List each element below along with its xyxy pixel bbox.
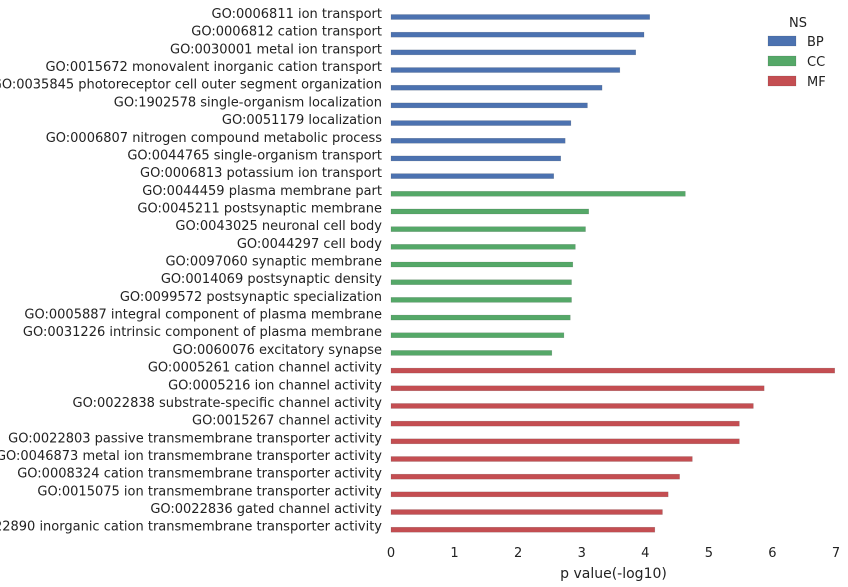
bar-cc — [390, 191, 686, 197]
bar-bp — [390, 31, 645, 38]
x-axis-label: p value(-log10) — [560, 566, 667, 582]
category-label: GO:0031226 intrinsic component of plasma… — [23, 325, 382, 340]
x-tick-label: 6 — [768, 546, 776, 561]
category-label: GO:0015672 monovalent inorganic cation t… — [45, 60, 382, 75]
bar-mf — [390, 403, 754, 409]
bar-cc — [390, 350, 553, 356]
category-label: GO:0046873 metal ion transmembrane trans… — [0, 449, 382, 464]
x-tick-label: 5 — [705, 546, 713, 561]
category-label: GO:0006813 potassium ion transport — [140, 166, 382, 181]
y-axis-labels: GO:0006811 ion transport GO:0006812 catio… — [0, 7, 382, 535]
bar-cc — [390, 332, 565, 338]
bar-cc — [390, 279, 572, 285]
x-axis-ticks: 0 1 2 3 4 5 6 7 — [387, 546, 840, 561]
bar-mf — [390, 367, 835, 374]
category-label: GO:0044459 plasma membrane part — [142, 184, 382, 199]
bar-mf — [390, 420, 740, 427]
category-label: GO:0006811 ion transport — [212, 7, 383, 22]
category-label: GO:0008324 cation transmembrane transpor… — [17, 467, 382, 482]
category-label: GO:0044297 cell body — [237, 237, 382, 252]
x-tick-label: 3 — [578, 546, 586, 561]
bar-bp — [390, 14, 650, 20]
category-label: GO:0006807 nitrogen compound metabolic p… — [46, 131, 383, 146]
bar-mf — [390, 473, 680, 480]
category-label: GO:0005887 integral component of plasma … — [24, 308, 382, 323]
category-label: GO:0005216 ion channel activity — [168, 378, 382, 393]
bar-mf — [390, 509, 663, 515]
category-label: GO:0022803 passive transmembrane transpo… — [8, 431, 382, 446]
legend-swatch — [767, 55, 797, 67]
bar-bp — [390, 120, 572, 126]
bar-mf — [390, 526, 656, 533]
category-label: GO:0060076 excitatory synapse — [173, 343, 382, 358]
category-label: GO:0051179 localization — [222, 113, 382, 128]
bar-mf — [390, 456, 693, 462]
bar-mf — [390, 385, 765, 392]
bar-cc — [390, 226, 586, 232]
bar-bp — [390, 67, 621, 73]
category-label: GO:0006812 cation transport — [191, 25, 382, 40]
x-tick-label: 1 — [450, 546, 458, 561]
category-label: GO:0044765 single-organism transport — [127, 148, 382, 163]
x-tick-label: 2 — [514, 546, 522, 561]
bar-mf — [390, 438, 740, 445]
bar-cc — [390, 244, 576, 250]
bar-bp — [390, 173, 554, 179]
bar-cc — [390, 208, 589, 215]
category-label: GO:0045211 postsynaptic membrane — [137, 201, 382, 216]
category-label: GO:0043025 neuronal cell body — [175, 219, 382, 234]
category-label: GO:0097060 synaptic membrane — [165, 255, 382, 270]
legend-label: BP — [807, 35, 824, 50]
category-label: GO:0005261 cation channel activity — [148, 361, 382, 376]
legend-title: NS — [789, 16, 807, 31]
x-tick-label: 4 — [641, 546, 649, 561]
category-label: GO:1902578 single-organism localization — [114, 95, 382, 110]
bar-bp — [390, 84, 603, 91]
bar-mf — [390, 491, 669, 498]
category-label: GO:0022890 inorganic cation transmembran… — [0, 520, 382, 535]
legend-swatch — [767, 75, 797, 87]
legend-label: CC — [807, 55, 825, 70]
x-tick-label: 0 — [387, 546, 395, 561]
bar-cc — [390, 261, 574, 268]
category-label: GO:0099572 postsynaptic specialization — [120, 290, 382, 305]
bar-bp — [390, 155, 561, 162]
legend-swatch — [767, 35, 797, 47]
category-label: GO:0015267 channel activity — [192, 414, 382, 429]
x-tick-label: 7 — [832, 546, 840, 561]
bars — [390, 14, 835, 533]
category-label: GO:0022838 substrate-specific channel ac… — [73, 396, 383, 411]
category-label: GO:0030001 metal ion transport — [170, 42, 382, 57]
bar-bp — [390, 102, 588, 109]
category-label: GO:0022836 gated channel activity — [150, 502, 382, 517]
bar-cc — [390, 297, 572, 303]
category-label: GO:0014069 postsynaptic density — [161, 272, 382, 287]
bar-cc — [390, 314, 571, 321]
bar-bp — [390, 138, 566, 144]
legend-label: MF — [807, 75, 826, 90]
bar-bp — [390, 49, 636, 56]
category-label: GO:0015075 ion transmembrane transporter… — [37, 484, 382, 499]
category-label: GO:0035845 photoreceptor cell outer segm… — [0, 78, 382, 93]
